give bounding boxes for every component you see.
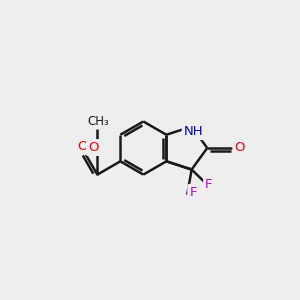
- Text: O: O: [234, 141, 245, 154]
- Text: O: O: [78, 140, 88, 153]
- Text: CH₃: CH₃: [88, 115, 110, 128]
- Text: F: F: [205, 178, 213, 191]
- Text: O: O: [88, 141, 98, 154]
- Text: NH: NH: [184, 125, 203, 138]
- Text: F: F: [189, 186, 197, 199]
